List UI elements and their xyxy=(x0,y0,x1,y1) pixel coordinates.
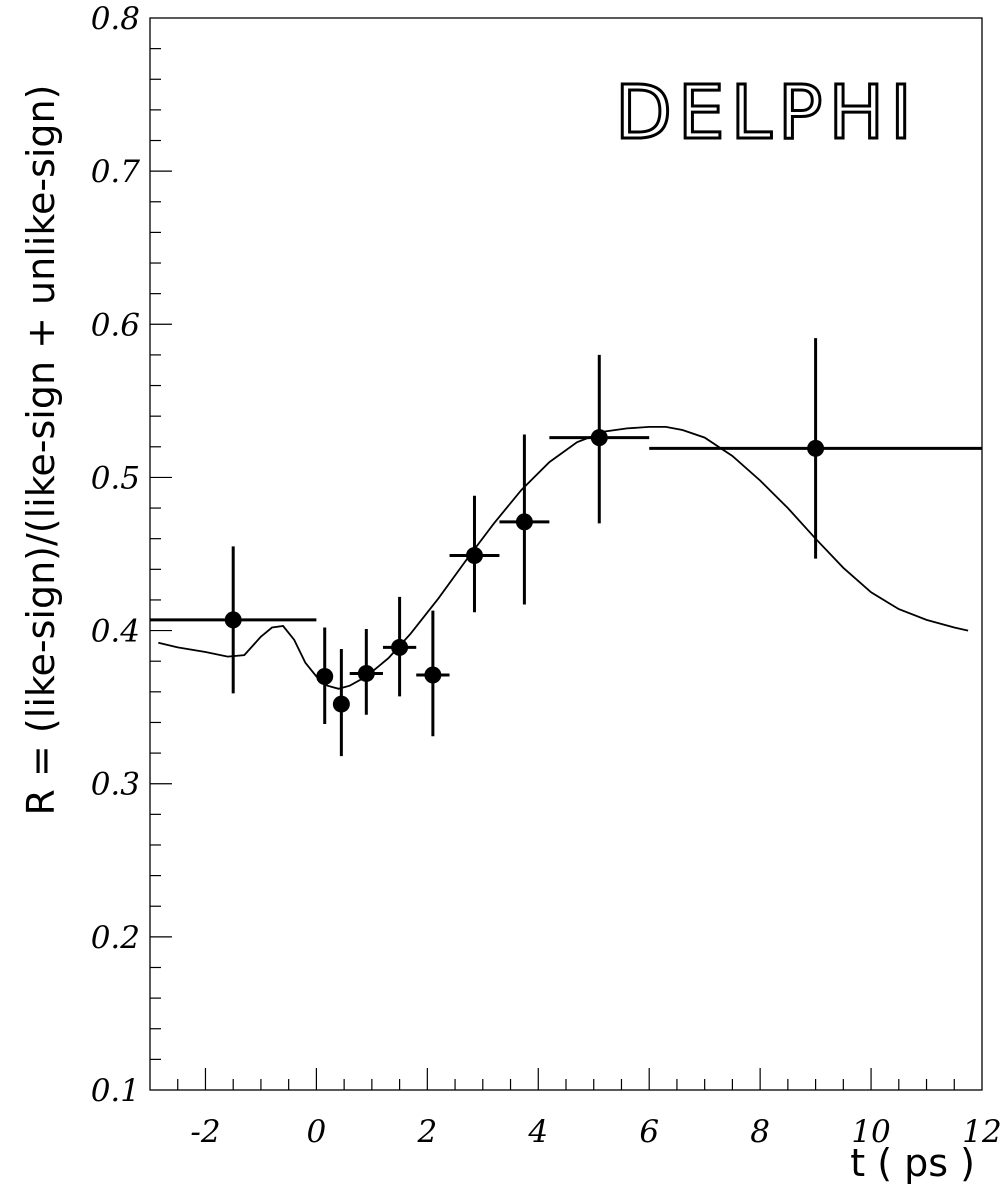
data-point xyxy=(649,338,982,559)
y-tick-label: 0.3 xyxy=(91,767,140,803)
x-axis-title: t ( ps ) xyxy=(850,1141,975,1184)
data-point xyxy=(150,546,317,694)
y-tick-label: 0.4 xyxy=(91,614,140,650)
y-tick-label: 0.8 xyxy=(91,1,140,37)
x-tick-label: 2 xyxy=(416,1114,437,1150)
plot-frame xyxy=(149,17,983,1091)
x-tick-label: 8 xyxy=(750,1114,770,1150)
data-marker xyxy=(515,513,533,531)
data-point xyxy=(349,629,383,715)
data-point xyxy=(499,434,550,605)
data-point xyxy=(416,610,450,737)
y-tick-label: 0.2 xyxy=(91,920,140,956)
data-point xyxy=(549,354,650,524)
x-tick-label: 10 xyxy=(851,1114,890,1150)
y-tick-label: 0.6 xyxy=(91,307,140,343)
data-point xyxy=(382,596,417,697)
y-tick-label: 0.1 xyxy=(91,1073,140,1109)
fit-curve xyxy=(158,425,969,690)
x-tick-label: 0 xyxy=(307,1114,327,1150)
x-tick-label: 12 xyxy=(962,1114,1001,1150)
data-marker xyxy=(424,666,442,684)
data-marker xyxy=(391,638,409,656)
data-marker xyxy=(357,664,375,682)
data-point xyxy=(449,495,500,613)
data-marker xyxy=(590,429,608,447)
y-tick-label: 0.7 xyxy=(91,154,141,190)
y-axis-title: R = (like-sign)/(like-sign + unlike-sign… xyxy=(19,85,63,816)
data-marker xyxy=(332,695,350,713)
x-tick-label: 4 xyxy=(527,1114,548,1150)
x-tick-label: -2 xyxy=(190,1114,220,1150)
delphi-annotation: DELPHI xyxy=(615,70,918,156)
y-tick-label: 0.5 xyxy=(91,460,140,496)
data-point xyxy=(332,648,350,757)
data-marker xyxy=(807,439,825,457)
data-marker xyxy=(224,611,242,629)
x-tick-label: 6 xyxy=(639,1114,659,1150)
data-point xyxy=(316,627,334,724)
data-marker xyxy=(465,547,483,565)
data-marker xyxy=(316,668,334,686)
